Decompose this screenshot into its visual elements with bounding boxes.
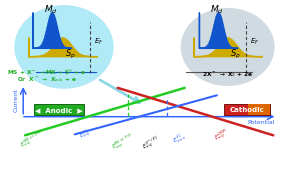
Text: $E^{MX\ or\ X_{ads}}_{mix}$: $E^{MX\ or\ X_{ads}}_{mix}$	[110, 131, 136, 153]
FancyBboxPatch shape	[248, 104, 270, 115]
Text: $S_p$: $S_p$	[230, 48, 241, 61]
Text: $E^{MX\ or\ X_{ads}}_{eq}$: $E^{MX\ or\ X_{ads}}_{eq}$	[18, 127, 48, 152]
Ellipse shape	[181, 8, 275, 86]
Text: $E^{X_2}_{eq}$: $E^{X_2}_{eq}$	[77, 127, 93, 143]
Text: MS + X$^-$ $\rightarrow$MX + S$^0$ + e: MS + X$^-$ $\rightarrow$MX + S$^0$ + e	[7, 68, 86, 77]
Ellipse shape	[14, 5, 114, 89]
Text: ◀  Anodic  ▶: ◀ Anodic ▶	[36, 107, 83, 113]
Text: Current: Current	[14, 88, 19, 112]
Text: $S_p$: $S_p$	[65, 48, 76, 61]
Text: Cathodic: Cathodic	[229, 107, 264, 113]
Text: $E^{ORR}_{eq}$: $E^{ORR}_{eq}$	[213, 127, 232, 145]
Text: 2X$^-$ $\rightarrow$ X$_2$ + 2e: 2X$^-$ $\rightarrow$ X$_2$ + 2e	[202, 70, 253, 79]
Text: $E^{X^-/X_2}_{eq}$: $E^{X^-/X_2}_{eq}$	[140, 134, 163, 154]
Text: $E^{X_2}_{mix}$: $E^{X_2}_{mix}$	[171, 131, 189, 147]
Text: Potential: Potential	[247, 120, 275, 125]
Text: $M_d$: $M_d$	[210, 4, 224, 16]
Text: Or  X$^-$ $\rightarrow$ X$_{ads}$ + e: Or X$^-$ $\rightarrow$ X$_{ads}$ + e	[17, 75, 76, 84]
Text: $M_d$: $M_d$	[44, 4, 58, 16]
Text: $E_F$: $E_F$	[250, 37, 259, 47]
FancyBboxPatch shape	[34, 104, 84, 115]
FancyBboxPatch shape	[224, 104, 270, 115]
Text: $E_F$: $E_F$	[94, 37, 103, 47]
